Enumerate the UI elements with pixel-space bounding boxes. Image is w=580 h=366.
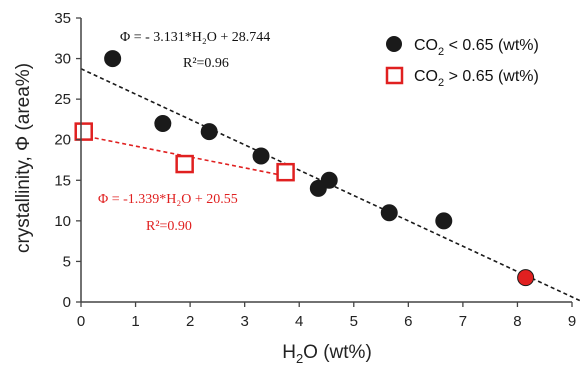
data-point-series-1 <box>320 171 338 189</box>
y-axis-label: crystallinity, Φ (area%) <box>13 63 34 253</box>
data-point-series-2 <box>74 122 93 141</box>
x-tick-label: 1 <box>131 313 139 330</box>
y-tick-label: 10 <box>54 213 71 230</box>
x-tick-label: 9 <box>568 313 576 330</box>
y-tick-label: 0 <box>63 294 71 311</box>
data-point-series-1 <box>104 50 122 68</box>
x-tick-label: 4 <box>295 313 303 330</box>
data-point-series-1 <box>154 114 172 132</box>
data-point-series-2 <box>175 154 194 174</box>
y-tick-label: 5 <box>63 253 71 270</box>
legend-label-series-1: CO2 < 0.65 (wt%) <box>414 37 539 58</box>
x-tick-label: 8 <box>513 313 521 330</box>
y-tick-label: 15 <box>54 172 71 189</box>
x-tick-label: 7 <box>459 313 467 330</box>
data-point-layer <box>74 50 535 287</box>
x-tick-label: 5 <box>350 313 358 330</box>
fit-equation-black: Φ = - 3.131*H₂O + 28.744 <box>120 30 270 45</box>
x-tick-label: 6 <box>404 313 412 330</box>
legend-marker-open-square <box>385 66 404 85</box>
legend: CO2 < 0.65 (wt%) CO2 > 0.65 (wt%) <box>385 36 539 89</box>
x-tick-label: 3 <box>240 313 248 330</box>
y-tick-label: 30 <box>54 51 71 68</box>
y-tick-label: 20 <box>54 132 71 149</box>
legend-marker-filled-circle <box>386 36 402 52</box>
axes: 0 1 2 3 4 5 6 7 8 9 0 5 10 15 20 25 30 35 <box>54 10 576 330</box>
data-point-series-1 <box>252 147 270 165</box>
x-tick-label: 0 <box>77 313 85 330</box>
data-point-series-1 <box>380 204 398 222</box>
data-point-series-2 <box>276 162 295 182</box>
x-tick-label: 2 <box>186 313 194 330</box>
y-tick-label: 35 <box>54 10 71 27</box>
x-axis-label: H2O (wt%) <box>282 342 372 366</box>
legend-label-series-2: CO2 > 0.65 (wt%) <box>414 68 539 89</box>
fit-r2-black: R²=0.96 <box>183 56 229 71</box>
data-point-series-1 <box>200 123 218 141</box>
y-tick-label: 25 <box>54 91 71 108</box>
fit-equation-red: Φ = -1.339*H₂O + 20.55 <box>98 192 238 207</box>
data-point-series-1 <box>435 212 453 230</box>
data-point-series-1 <box>517 269 535 287</box>
fit-r2-red: R²=0.90 <box>146 219 192 234</box>
